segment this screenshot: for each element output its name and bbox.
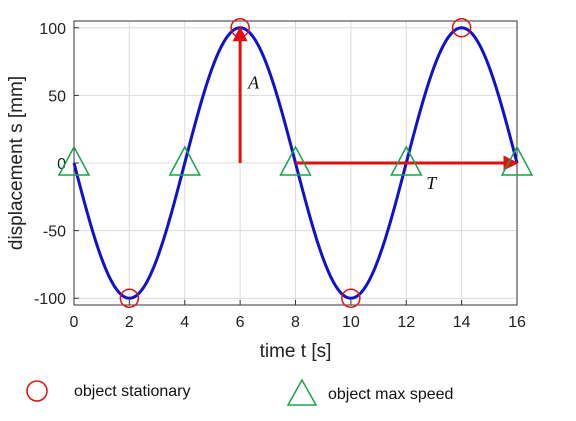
x-axis-label: time t [s] (260, 341, 332, 362)
x-tick-label: 0 (70, 314, 79, 331)
amplitude-arrow-label: A (247, 72, 260, 92)
x-tick-label: 8 (291, 314, 300, 331)
max-speed-point-triangle (390, 145, 423, 176)
legend-stationary-label: object stationary (74, 383, 191, 400)
stationary-point-circle (341, 288, 361, 308)
max-speed-point-triangle (57, 145, 91, 176)
x-axis-ticks: 0 2 4 6 8 10 12 14 16 (70, 300, 526, 331)
x-tick-label: 16 (508, 314, 526, 331)
y-axis-label: displacement s [mm] (6, 76, 27, 250)
max-speed-point-triangle (279, 145, 312, 176)
x-tick-label: 14 (453, 314, 471, 331)
y-tick-label: 100 (39, 21, 66, 38)
y-tick-label: 0 (57, 156, 66, 173)
stationary-point-circle (119, 288, 140, 308)
period-arrow-label: T (426, 173, 438, 193)
stationary-point-circle (230, 18, 250, 38)
legend-max-speed-label: object max speed (328, 386, 454, 403)
x-tick-label: 4 (180, 314, 189, 331)
x-tick-label: 2 (125, 314, 134, 331)
y-tick-label: 50 (48, 88, 66, 105)
legend-circle-icon (26, 380, 48, 402)
stationary-point-circle (451, 18, 472, 38)
x-tick-label: 6 (236, 314, 245, 331)
y-axis-ticks: -100 -50 0 50 100 (34, 21, 79, 308)
x-tick-label: 10 (342, 314, 360, 331)
max-speed-point-triangle (500, 145, 534, 176)
y-tick-label: -100 (34, 291, 66, 308)
y-tick-label: -50 (43, 224, 66, 241)
markers (57, 18, 534, 308)
legend-triangle-icon (286, 378, 318, 406)
x-tick-label: 12 (397, 314, 415, 331)
annotation-arrows: AT (232, 26, 519, 193)
max-speed-point-triangle (168, 145, 202, 176)
